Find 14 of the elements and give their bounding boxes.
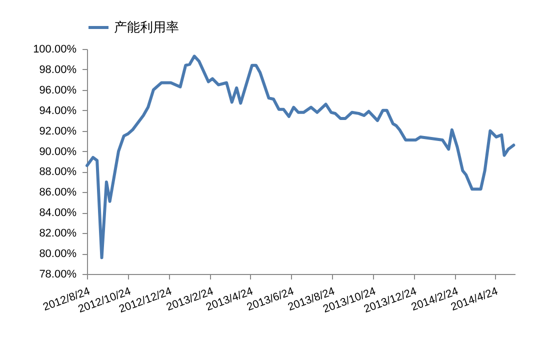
line-series [86, 54, 516, 260]
y-tick-label: 84.00% [39, 207, 77, 220]
y-tick-label: 92.00% [39, 125, 77, 138]
y-tick-label: 82.00% [39, 228, 77, 240]
y-tick-label: 98.00% [39, 64, 77, 76]
y-tick-label: 90.00% [39, 146, 77, 158]
y-tick-label: 88.00% [39, 166, 77, 178]
y-tick-label: 96.00% [39, 84, 77, 96]
y-tick-label: 80.00% [39, 248, 77, 260]
y-tick-label: 78.00% [39, 268, 77, 280]
y-tick-label: 86.00% [39, 186, 77, 199]
legend-label: 产能利用率 [114, 20, 179, 34]
y-tick-label: 100.00% [33, 44, 77, 56]
y-tick-label: 94.00% [39, 104, 77, 117]
